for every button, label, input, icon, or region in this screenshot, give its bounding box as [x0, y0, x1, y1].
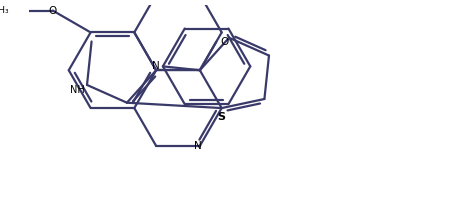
Text: N: N: [152, 61, 160, 71]
Text: S: S: [218, 112, 226, 122]
Text: CH₃: CH₃: [0, 6, 9, 15]
Text: O: O: [220, 37, 228, 47]
Text: O: O: [49, 6, 57, 16]
Text: NH: NH: [70, 85, 85, 95]
Text: N: N: [194, 141, 202, 151]
